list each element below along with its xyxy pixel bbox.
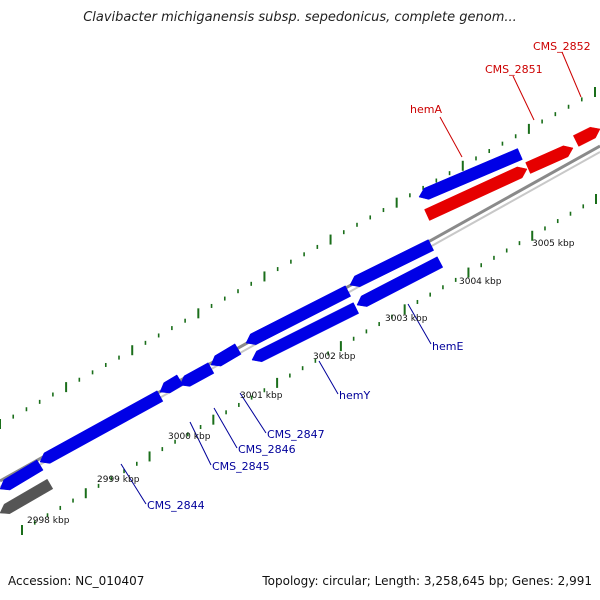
- gene-hemY-leader: [318, 360, 339, 395]
- gene-hemE-label: hemE: [432, 340, 463, 353]
- label-callouts: hemA CMS_2851 CMS_2852 CMS_2844 CMS_2845 CMS_…: [120, 40, 591, 512]
- gene-cms-2852-label: CMS_2852: [533, 40, 591, 53]
- gene-arrow-hemE: [356, 256, 444, 307]
- outer-tick-ring: [0, 87, 596, 429]
- ruler-label: 3001 kbp: [240, 391, 283, 401]
- gene-cms-2851-leader: [512, 75, 535, 121]
- gene-arrow-blue-b: [245, 285, 352, 345]
- gene-cms-2852-leader: [561, 51, 582, 98]
- gene-arrow-hemY: [251, 302, 360, 363]
- gene-hemY-label: hemY: [339, 389, 370, 402]
- ruler-label: 2999 kbp: [97, 475, 140, 485]
- gene-cms-2847-leader: [239, 392, 267, 434]
- ruler-label: 3005 kbp: [532, 239, 575, 249]
- gene-cms-2845-leader: [189, 421, 212, 466]
- gene-cms-2846-label: CMS_2846: [238, 443, 296, 456]
- ruler-label: 3004 kbp: [459, 277, 502, 287]
- gene-cms-2844-leader: [120, 463, 147, 505]
- gene-cms-2846-leader: [213, 407, 238, 449]
- gene-arrow-cms-2845: [159, 374, 184, 394]
- gene-cms-2845-label: CMS_2845: [212, 460, 270, 473]
- gene-hemA-leader: [439, 116, 463, 158]
- gene-arrow-cms-2851: [525, 145, 574, 174]
- ruler-label: 3002 kbp: [313, 352, 356, 362]
- topology-label: Topology: circular; Length: 3,258,645 bp…: [262, 574, 592, 588]
- gene-cms-2847-label: CMS_2847: [267, 428, 325, 441]
- ruler-label: 3003 kbp: [385, 314, 428, 324]
- gene-hemA-label: hemA: [410, 103, 442, 116]
- gene-arrow-upper-blue: [418, 148, 523, 200]
- gene-cms-2844-label: CMS_2844: [147, 499, 205, 512]
- gene-arrow-blue-a: [349, 239, 435, 288]
- gene-arrow-cms-2844: [39, 390, 164, 464]
- gene-arrow-left-blue: [0, 459, 44, 491]
- gene-arrow-cms-2847: [210, 343, 242, 367]
- feature-tracks: [0, 126, 600, 514]
- feature-grey: [0, 478, 54, 514]
- gene-arrow-cms-2852: [572, 126, 600, 147]
- gene-hemE-leader: [407, 303, 432, 345]
- ruler-label: 3000 kbp: [168, 432, 211, 442]
- gene-arrow-cms-2846: [179, 362, 215, 387]
- gene-cms-2851-label: CMS_2851: [485, 63, 543, 76]
- gene-arrow-hemA: [424, 166, 528, 221]
- ruler-label: 2998 kbp: [27, 516, 70, 526]
- map-title: Clavibacter michiganensis subsp. sepedon…: [83, 10, 517, 25]
- accession-label: Accession: NC_010407: [8, 574, 145, 588]
- ruler-labels: 2998 kbp 2999 kbp 3000 kbp 3001 kbp 3002 kbp…: [27, 239, 575, 526]
- inner-tick-ring: [21, 194, 597, 535]
